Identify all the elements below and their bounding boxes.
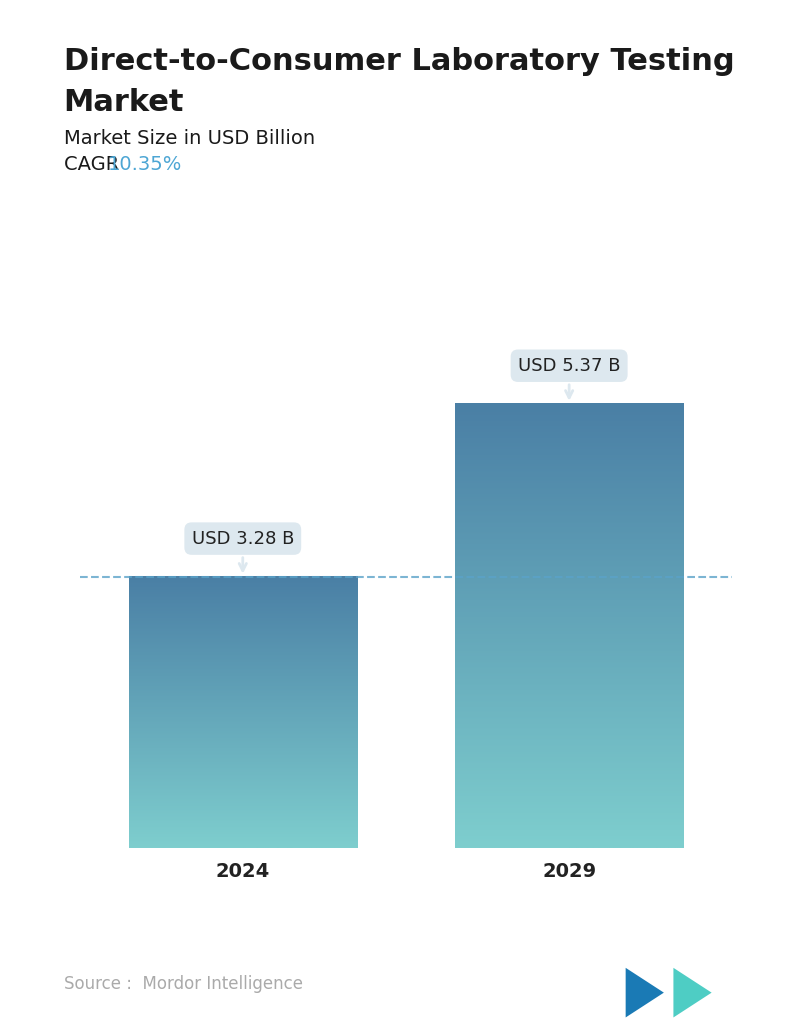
Polygon shape [673,968,712,1017]
Text: 10.35%: 10.35% [107,155,181,174]
Text: Market: Market [64,88,184,117]
Text: Direct-to-Consumer Laboratory Testing: Direct-to-Consumer Laboratory Testing [64,47,734,75]
Text: Source :  Mordor Intelligence: Source : Mordor Intelligence [64,975,302,993]
Text: Market Size in USD Billion: Market Size in USD Billion [64,129,314,148]
Polygon shape [626,968,664,1017]
Text: USD 3.28 B: USD 3.28 B [192,529,294,571]
Text: USD 5.37 B: USD 5.37 B [518,357,620,398]
Text: CAGR: CAGR [64,155,125,174]
